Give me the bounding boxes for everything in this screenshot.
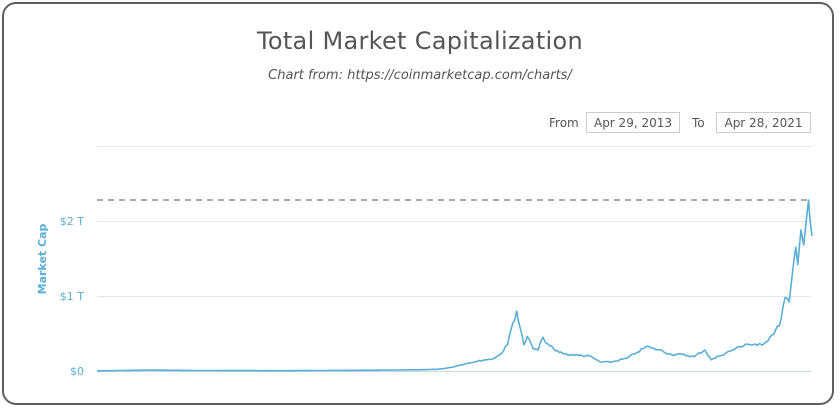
y-axis-ticks: $0 $1 T $2 T [60, 215, 84, 378]
chart-subtitle: Chart from: https://coinmarketcap.com/ch… [268, 68, 572, 83]
to-label: To [692, 116, 705, 130]
y-tick-label-1: $1 T [60, 290, 84, 303]
y-tick-label-0: $0 [70, 365, 84, 378]
to-date-input[interactable]: Apr 28, 2021 [716, 112, 811, 133]
y-axis-label: Market Cap [36, 224, 49, 295]
y-tick-label-2: $2 T [60, 215, 84, 228]
from-date-input[interactable]: Apr 29, 2013 [586, 112, 680, 133]
from-label: From [549, 116, 579, 130]
chart-frame [2, 2, 834, 405]
series-line [97, 199, 813, 372]
gridlines [97, 146, 812, 372]
chart-title: Total Market Capitalization [256, 27, 583, 55]
